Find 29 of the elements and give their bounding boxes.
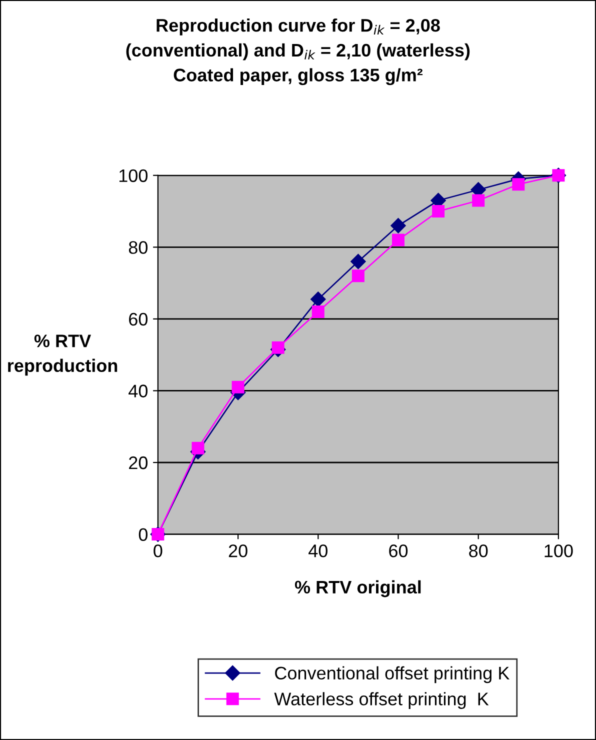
legend-label: Waterless offset printing K [274,692,489,709]
legend-label: Conventional offset printing K [275,666,510,684]
y-tick-label: 100 [119,169,148,182]
point [512,178,525,191]
x-tick-label: 40 [308,544,328,558]
y-tick-label: 60 [129,312,148,326]
point [390,218,406,234]
y-tick-label: 0 [138,528,148,541]
y-tick-label: 80 [128,241,148,254]
point [432,205,445,218]
point [272,341,284,354]
x-tick-label: 60 [389,544,408,558]
point [472,194,485,207]
point [192,442,204,454]
x-axis-title: % RTV original [294,580,421,598]
x-tick-label: 80 [469,544,488,558]
point [352,270,364,282]
y-axis-title: % RTV reproduction [8,334,118,376]
x-tick-label: 0 [154,544,162,558]
x-tick-label: 100 [544,544,573,558]
point [310,292,326,307]
point [392,234,404,246]
point [232,380,244,394]
y-tick-label: 40 [128,384,148,398]
x-tick-label: 20 [228,544,248,558]
chart-title: Reproduction curve for D$_{ik}$ = 2,08 (conventional) and D$_{ik}$ = 2,10 (waterless) Coated paper, gloss 135 g/m² [126,18,470,86]
y-tick-label: 20 [129,456,148,470]
point [350,254,366,270]
point [312,306,324,318]
